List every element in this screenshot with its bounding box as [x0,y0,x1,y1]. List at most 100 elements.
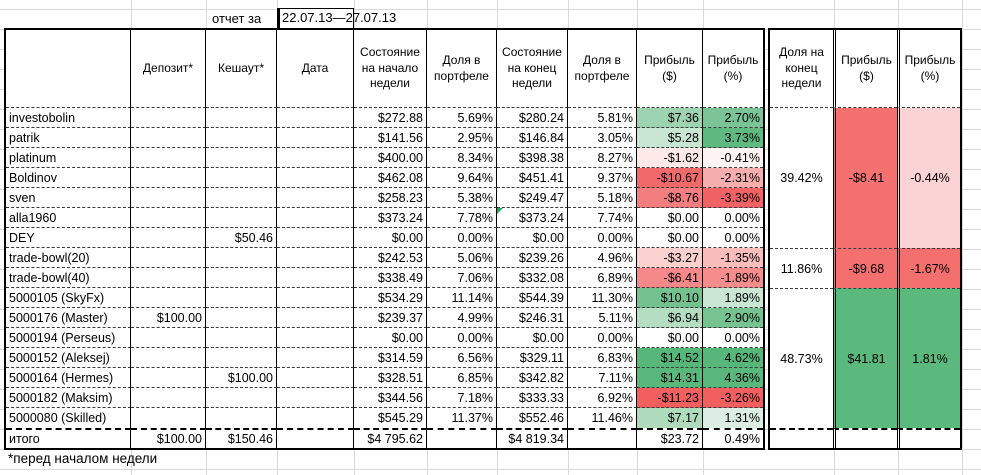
cell-profit-pct[interactable]: 0.00% [703,208,763,228]
cell-deposit[interactable] [131,248,206,268]
cell-profit-pct[interactable]: -2.31% [703,168,763,188]
cell-date[interactable] [277,288,354,308]
cell-cashout[interactable] [206,348,277,368]
cell-end-share[interactable]: 6.83% [568,348,637,368]
cell-name[interactable]: 5000194 (Perseus) [6,328,131,348]
cell-week-start[interactable]: $239.37 [354,308,427,328]
cell-date[interactable] [277,388,354,408]
cell-deposit[interactable] [131,128,206,148]
cell-end-share[interactable]: 5.11% [568,308,637,328]
cell-profit-pct[interactable]: 1.31% [703,408,763,428]
cell-week-start[interactable]: $344.56 [354,388,427,408]
column-header-4[interactable]: Состояние на начало недели [354,30,427,108]
cell-cashout[interactable] [206,148,277,168]
totals-week-end[interactable]: $4 819.34 [497,428,568,448]
cell-end-share[interactable]: 11.30% [568,288,637,308]
cell-cashout[interactable] [206,288,277,308]
cell-profit-usd[interactable]: $0.00 [637,228,703,248]
cell-cashout[interactable] [206,108,277,128]
cell-week-start[interactable]: $338.49 [354,268,427,288]
cell-cashout[interactable] [206,388,277,408]
cell-week-end[interactable]: $239.26 [497,248,568,268]
cell-name[interactable]: investobolin [6,108,131,128]
cell-group-profit-pct[interactable]: -0.44% [897,108,960,248]
cell-start-share[interactable]: 8.34% [427,148,497,168]
column-header-0[interactable] [6,30,131,108]
cell-profit-pct[interactable]: 4.36% [703,368,763,388]
cell-deposit[interactable] [131,108,206,128]
cell-start-share[interactable]: 6.56% [427,348,497,368]
totals-week-start[interactable]: $4 795.62 [354,428,427,448]
cell-profit-usd[interactable]: $14.52 [637,348,703,368]
column-header-7[interactable]: Доля в портфеле [568,30,637,108]
cell-cashout[interactable] [206,128,277,148]
cell-profit-pct[interactable]: -0.41% [703,148,763,168]
cell-end-share[interactable]: 4.96% [568,248,637,268]
cell-week-start[interactable]: $328.51 [354,368,427,388]
cell-deposit[interactable] [131,288,206,308]
totals-label[interactable]: итого [6,428,131,448]
totals-deposit[interactable]: $100.00 [131,428,206,448]
cell-group-profit-pct[interactable]: -1.67% [897,248,960,288]
cell-end-share[interactable]: 0.00% [568,228,637,248]
cell-week-start[interactable]: $141.56 [354,128,427,148]
cell-start-share[interactable]: 9.64% [427,168,497,188]
summary-totals-share[interactable] [770,428,833,448]
cell-date[interactable] [277,128,354,148]
cell-profit-usd[interactable]: $6.94 [637,308,703,328]
cell-profit-usd[interactable]: $7.17 [637,408,703,428]
cell-week-start[interactable]: $258.23 [354,188,427,208]
cell-week-start[interactable]: $314.59 [354,348,427,368]
cell-profit-pct[interactable]: -3.26% [703,388,763,408]
cell-end-share[interactable]: 11.46% [568,408,637,428]
cell-deposit[interactable] [131,188,206,208]
cell-end-share[interactable]: 7.74% [568,208,637,228]
cell-name[interactable]: platinum [6,148,131,168]
cell-profit-pct[interactable]: 3.73% [703,128,763,148]
cell-cashout[interactable] [206,208,277,228]
cell-profit-usd[interactable]: -$11.23 [637,388,703,408]
cell-date[interactable] [277,108,354,128]
cell-end-share[interactable]: 3.05% [568,128,637,148]
cell-deposit[interactable] [131,228,206,248]
cell-profit-pct[interactable]: -1.89% [703,268,763,288]
cell-profit-pct[interactable]: 2.90% [703,308,763,328]
column-header-3[interactable]: Дата [277,30,354,108]
totals-start-share[interactable] [427,428,497,448]
cell-profit-usd[interactable]: $10.10 [637,288,703,308]
totals-cashout[interactable]: $150.46 [206,428,277,448]
column-header-1[interactable]: Депозит* [131,30,206,108]
cell-profit-usd[interactable]: -$8.76 [637,188,703,208]
cell-profit-pct[interactable]: 0.00% [703,228,763,248]
cell-date[interactable] [277,368,354,388]
cell-profit-usd[interactable]: -$1.62 [637,148,703,168]
cell-group-share[interactable]: 39.42% [780,171,823,185]
cell-end-share[interactable]: 5.81% [568,108,637,128]
cell-profit-usd[interactable]: $0.00 [637,208,703,228]
cell-week-end[interactable]: $0.00 [497,328,568,348]
summary-totals-profit-pct[interactable] [897,428,960,448]
cell-group-profit-usd[interactable]: -$9.68 [833,248,897,288]
cell-week-end[interactable]: $373.24 [497,208,568,228]
report-period-cell[interactable]: 22.07.13—27.07.13 [277,8,396,29]
cell-end-share[interactable]: 5.18% [568,188,637,208]
cell-week-start[interactable]: $0.00 [354,328,427,348]
cell-deposit[interactable] [131,208,206,228]
cell-start-share[interactable]: 4.99% [427,308,497,328]
cell-profit-usd[interactable]: $7.36 [637,108,703,128]
cell-profit-usd[interactable]: $14.31 [637,368,703,388]
cell-profit-usd[interactable]: -$10.67 [637,168,703,188]
cell-group-share[interactable]: 48.73% [770,288,833,428]
cell-deposit[interactable]: $100.00 [131,308,206,328]
cell-start-share[interactable]: 11.14% [427,288,497,308]
cell-week-end[interactable]: $249.47 [497,188,568,208]
cell-week-start[interactable]: $400.00 [354,148,427,168]
cell-week-end[interactable]: $333.33 [497,388,568,408]
cell-date[interactable] [277,308,354,328]
cell-group-share[interactable]: 11.86% [770,248,833,288]
summary-totals-profit-usd[interactable] [833,428,897,448]
cell-week-start[interactable]: $0.00 [354,228,427,248]
cell-name[interactable]: 5000164 (Hermes) [6,368,131,388]
column-header-8[interactable]: Прибыль ($) [637,30,703,108]
cell-end-share[interactable]: 0.00% [568,328,637,348]
